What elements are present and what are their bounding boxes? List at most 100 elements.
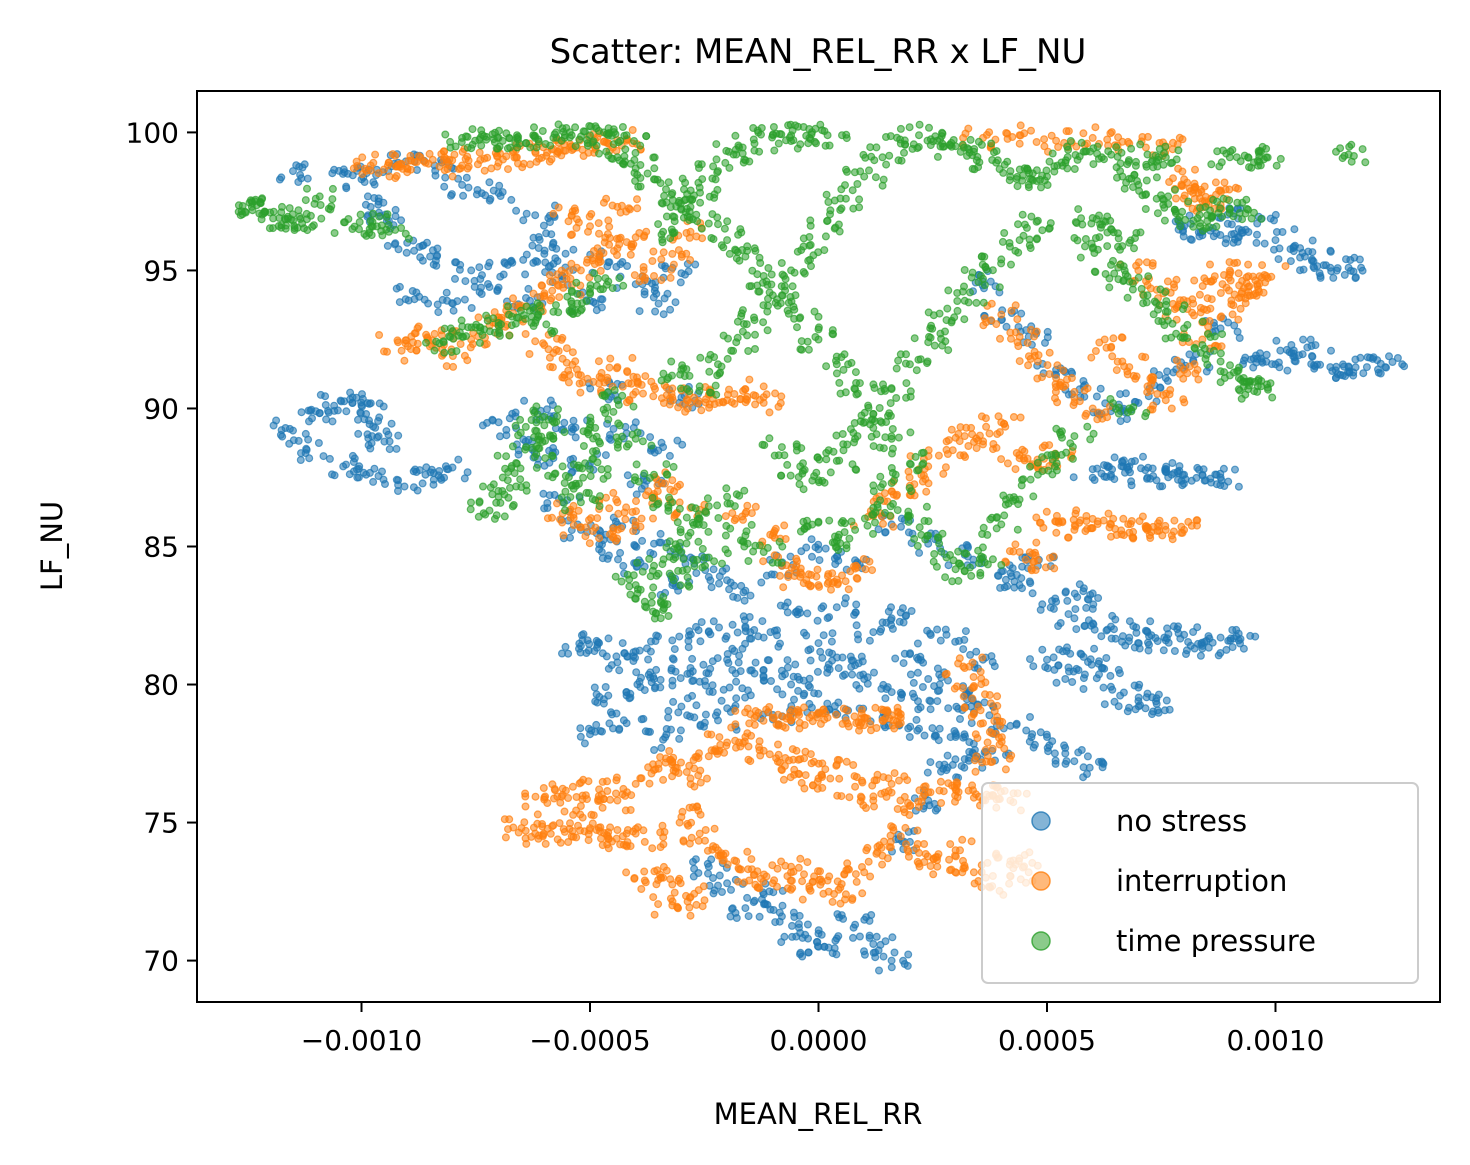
scatter-point [715,733,724,742]
scatter-point [807,535,816,544]
scatter-point [685,803,694,812]
scatter-point [557,335,566,344]
scatter-point [644,487,653,496]
scatter-point [459,332,468,341]
scatter-point [464,183,473,192]
scatter-point [800,720,809,729]
scatter-point [369,158,378,167]
scatter-point [606,795,615,804]
scatter-point [592,720,601,729]
scatter-point [926,705,935,714]
scatter-point [971,767,980,776]
scatter-point [603,373,612,382]
scatter-point [625,582,634,591]
scatter-point [615,724,624,733]
scatter-point [519,435,528,444]
scatter-point [315,409,324,418]
scatter-point [740,486,749,495]
scatter-point [618,790,627,799]
scatter-point [806,240,815,249]
scatter-point [392,162,401,171]
scatter-point [731,736,740,745]
scatter-point [1087,523,1096,532]
scatter-point [557,136,566,145]
scatter-point [561,487,570,496]
scatter-point [714,513,723,522]
scatter-point [589,298,598,307]
scatter-point [622,238,631,247]
scatter-point [521,270,530,279]
scatter-point [531,211,540,220]
scatter-point [1153,637,1162,646]
scatter-point [547,513,556,522]
scatter-point [1340,270,1349,279]
scatter-point [998,717,1007,726]
scatter-point [1070,614,1079,623]
scatter-point [603,230,612,239]
scatter-point [476,323,485,332]
scatter-point [1207,295,1216,304]
scatter-point [567,288,576,297]
scatter-point [799,268,808,277]
scatter-point [667,371,676,380]
scatter-point [397,346,406,355]
scatter-point [691,260,700,269]
scatter-point [580,827,589,836]
scatter-point [539,489,548,498]
scatter-point [640,231,649,240]
scatter-point [358,153,367,162]
scatter-point [487,164,496,173]
scatter-point [951,729,960,738]
scatter-point [612,652,621,661]
scatter-point [1351,355,1360,364]
scatter-point [457,316,466,325]
scatter-point [412,346,421,355]
scatter-point [814,540,823,549]
scatter-point [885,843,894,852]
scatter-point [1138,133,1147,142]
scatter-point [1102,473,1111,482]
scatter-point [903,776,912,785]
scatter-point [944,704,953,713]
scatter-point [605,504,614,513]
scatter-point [992,320,1001,329]
scatter-point [1026,126,1035,135]
scatter-point [1061,674,1070,683]
scatter-point [476,275,485,284]
scatter-point [269,214,278,223]
scatter-point [995,334,1004,343]
scatter-point [1299,335,1308,344]
scatter-point [1025,577,1034,586]
scatter-point [1079,587,1088,596]
scatter-point [592,825,601,834]
scatter-point [572,215,581,224]
scatter-point [1176,362,1185,371]
scatter-point [934,451,943,460]
scatter-point [947,425,956,434]
scatter-point [564,793,573,802]
scatter-point [1097,632,1106,641]
scatter-point [773,685,782,694]
scatter-point [786,716,795,725]
scatter-point [997,455,1006,464]
scatter-point [567,297,576,306]
scatter-point [632,668,641,677]
scatter-point [618,382,627,391]
scatter-point [694,836,703,845]
scatter-point [731,706,740,715]
scatter-point [809,251,818,260]
scatter-point [813,565,822,574]
scatter-point [546,362,555,371]
scatter-point [375,331,384,340]
scatter-point [400,482,409,491]
scatter-point [802,631,811,640]
scatter-point [1388,358,1397,367]
scatter-point [530,452,539,461]
scatter-point [872,143,881,152]
scatter-point [673,436,682,445]
scatter-point [747,520,756,529]
scatter-point [848,895,857,904]
scatter-point [725,683,734,692]
scatter-point [1118,457,1127,466]
scatter-point [668,636,677,645]
